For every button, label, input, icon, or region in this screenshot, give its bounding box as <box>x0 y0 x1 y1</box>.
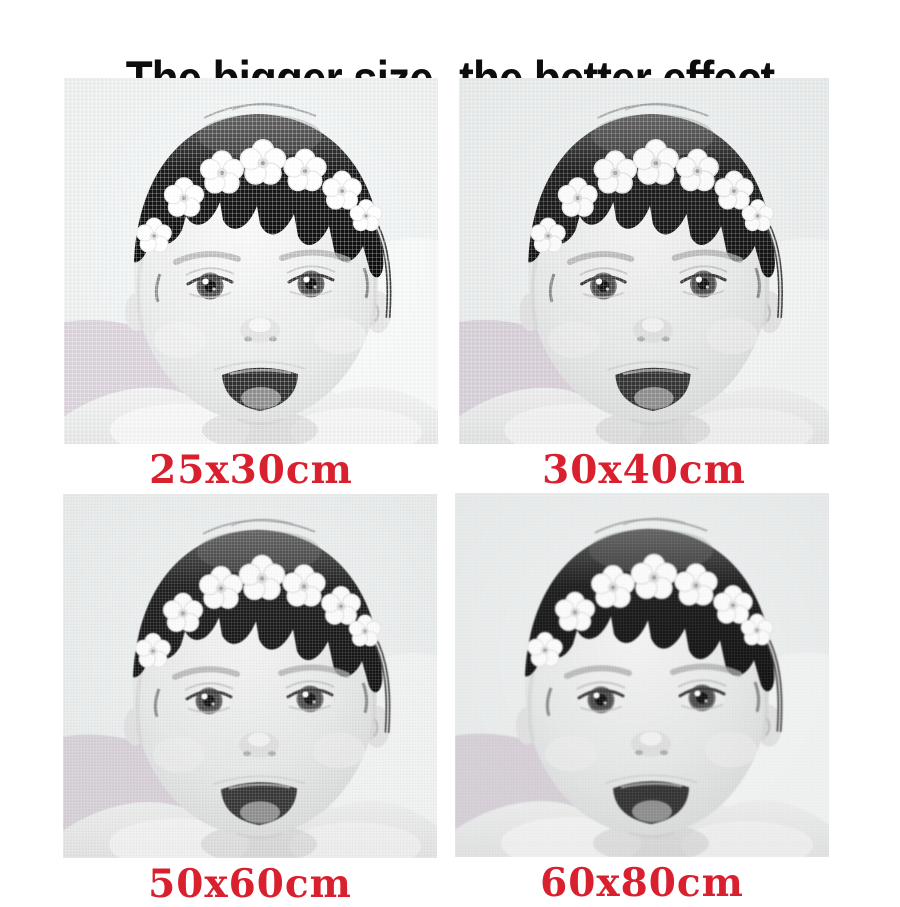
baby-portrait-illustration <box>459 78 829 444</box>
size-label: 60x80cm <box>540 860 744 906</box>
baby-photo <box>459 78 829 444</box>
baby-photo <box>455 493 829 857</box>
baby-portrait-illustration <box>63 494 437 858</box>
photo-tile-60x80: 60x80cm <box>455 493 829 906</box>
baby-portrait-illustration <box>455 493 829 857</box>
size-label: 30x40cm <box>542 447 746 493</box>
photo-tile-50x60: 50x60cm <box>63 494 437 907</box>
baby-photo <box>63 494 437 858</box>
photo-tile-30x40: 30x40cm <box>459 78 829 493</box>
size-label: 25x30cm <box>149 447 353 493</box>
size-label: 50x60cm <box>148 861 352 907</box>
baby-photo <box>64 78 438 444</box>
photo-tile-25x30: 25x30cm <box>64 78 438 493</box>
baby-portrait-illustration <box>64 78 438 444</box>
